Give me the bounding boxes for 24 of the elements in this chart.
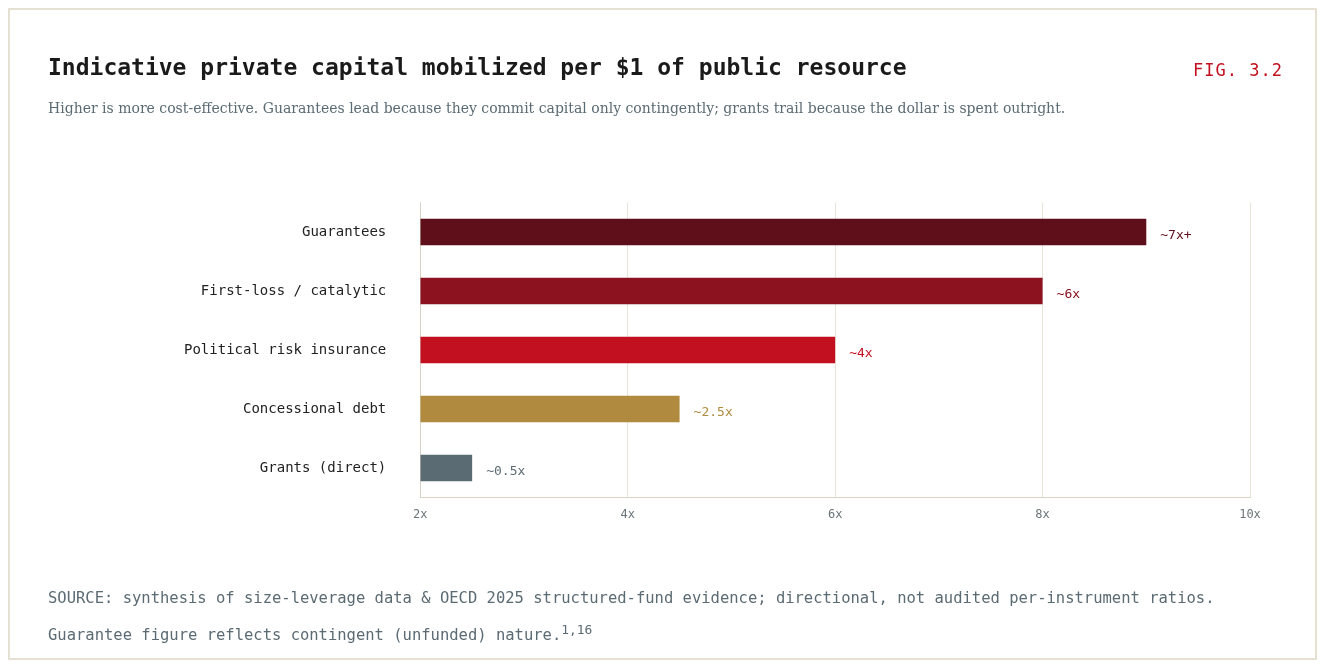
x-tick-label: 2x [413, 506, 428, 521]
data-label: ~7x+ [1160, 227, 1192, 243]
chart-subtitle: Higher is more cost-effective. Guarantees lead because they commit capital only contingently; grants trail because the dollar is spent outright. [48, 100, 1066, 116]
data-label: ~6x [1056, 286, 1081, 302]
data-label: ~4x [849, 345, 873, 361]
y-tick-label: Guarantees [301, 222, 387, 239]
bar [420, 454, 473, 482]
data-label: ~2.5x [693, 404, 733, 420]
x-tick-label: 8x [1035, 506, 1050, 521]
caption: FIG. 3.2 [1193, 60, 1283, 80]
y-tick-label: Concessional debt [242, 399, 387, 416]
x-tick-label: 4x [620, 506, 635, 521]
y-tick-label: Grants (direct) [259, 458, 387, 475]
bar [420, 218, 1147, 246]
x-tick-label: 6x [827, 506, 843, 521]
data-label: ~0.5x [486, 463, 526, 479]
bar [420, 395, 680, 423]
y-tick-label: Political risk insurance [183, 340, 387, 357]
bar [420, 277, 1043, 305]
chart-title: Indicative private capital mobilized per $1 of public resource [48, 54, 907, 80]
bar [420, 336, 836, 364]
text: SOURCE: synthesis of size-leverage data & OECD 2025 structured-fund evidence; directional, not audited per-instrument ratios. Guarantee figure reflects contingent (unfunded) nature.$^{1,16}$ [48, 589, 1215, 645]
y-tick-label: First-loss / catalytic [200, 281, 387, 298]
x-tick-label: 10x [1239, 506, 1261, 521]
